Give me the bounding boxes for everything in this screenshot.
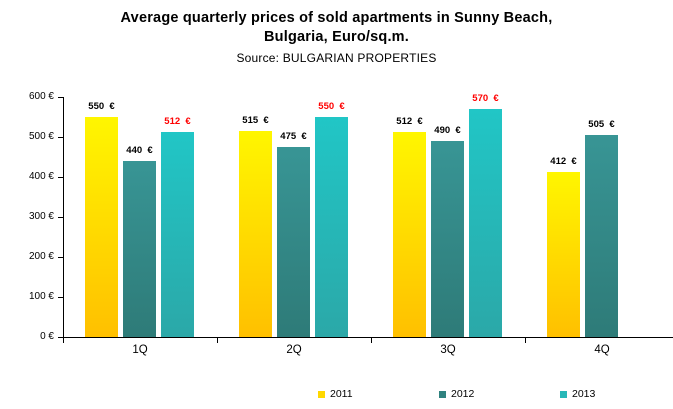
y-axis-tick-label: 0 € (40, 331, 54, 342)
bar-2011-1Q (85, 117, 118, 337)
x-axis-tick (63, 338, 64, 343)
legend-swatch-2013 (560, 390, 567, 398)
bar-value-label-2011-2Q: 515 € (242, 115, 269, 126)
bar-value-label-2012-2Q: 475 € (280, 131, 307, 142)
legend-item-2013: 2013 (560, 388, 673, 400)
y-axis-tick (58, 97, 63, 98)
bar-value-label-2012-1Q: 440 € (126, 145, 153, 156)
bar-2012-3Q (431, 141, 464, 337)
y-axis-tick (58, 337, 63, 338)
legend-item-2012: 2012 (439, 388, 560, 400)
y-axis-line (63, 97, 64, 342)
legend-label-2013: 2013 (572, 388, 596, 400)
chart-title-line2: Bulgaria, Euro/sq.m. (264, 29, 409, 45)
legend: 2011 2012 2013 (318, 388, 673, 400)
y-axis-tick-label: 500 € (28, 131, 54, 142)
bar-value-label-2013-2Q: 550 € (318, 101, 345, 112)
bar-value-label-2011-1Q: 550 € (88, 101, 115, 112)
y-axis-tick-label: 200 € (28, 251, 54, 262)
x-category-label-3Q: 3Q (440, 344, 456, 356)
chart-source: Source: BULGARIAN PROPERTIES (236, 51, 437, 65)
x-category-label-2Q: 2Q (286, 344, 302, 356)
bar-2013-1Q (161, 132, 194, 337)
bar-2011-2Q (239, 131, 272, 337)
bar-2012-2Q (277, 147, 310, 337)
bar-2011-3Q (393, 132, 426, 337)
bar-2011-4Q (547, 172, 580, 337)
bar-value-label-2012-4Q: 505 € (588, 119, 615, 130)
bar-value-label-2011-4Q: 412 € (550, 156, 577, 167)
bar-value-label-2013-3Q: 570 € (472, 93, 499, 104)
bar-2012-1Q (123, 161, 156, 337)
bar-value-label-2012-3Q: 490 € (434, 125, 461, 136)
x-axis-tick (525, 338, 526, 343)
x-axis-tick (371, 338, 372, 343)
legend-item-2011: 2011 (318, 388, 439, 400)
x-category-label-4Q: 4Q (594, 344, 610, 356)
x-axis-line (63, 337, 673, 338)
bar-value-label-2013-1Q: 512 € (164, 116, 191, 127)
legend-label-2012: 2012 (451, 388, 475, 400)
legend-swatch-2011 (318, 390, 325, 398)
bar-2013-3Q (469, 109, 502, 337)
y-axis-tick (58, 297, 63, 298)
y-axis-tick (58, 257, 63, 258)
legend-swatch-2012 (439, 390, 446, 398)
y-axis-tick (58, 217, 63, 218)
bar-value-label-2011-3Q: 512 € (396, 116, 423, 127)
bar-2013-2Q (315, 117, 348, 337)
x-category-label-1Q: 1Q (132, 344, 148, 356)
x-axis-tick (217, 338, 218, 343)
y-axis-tick-label: 300 € (28, 211, 54, 222)
y-axis-tick-label: 100 € (28, 291, 54, 302)
y-axis-tick (58, 177, 63, 178)
legend-label-2011: 2011 (330, 388, 353, 400)
chart-title: Average quarterly prices of sold apartme… (0, 9, 673, 47)
y-axis-tick-label: 400 € (28, 171, 54, 182)
y-axis-tick-label: 600 € (28, 91, 54, 102)
y-axis-tick (58, 137, 63, 138)
bar-2012-4Q (585, 135, 618, 337)
chart-title-line1: Average quarterly prices of sold apartme… (120, 10, 553, 26)
